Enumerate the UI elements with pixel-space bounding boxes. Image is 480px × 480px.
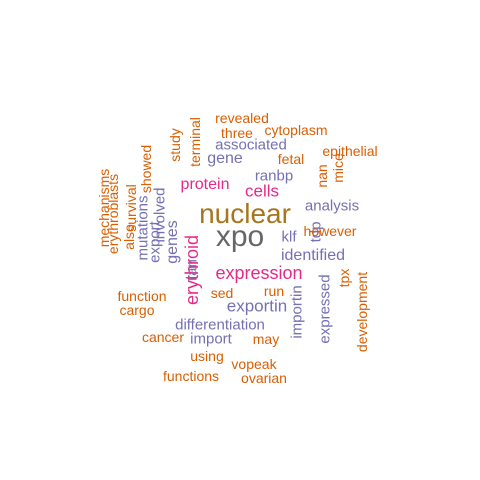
word-functions: functions <box>162 368 220 384</box>
word-cells: cells <box>244 181 280 201</box>
word-gene: gene <box>207 150 243 167</box>
word-mice: mice <box>330 153 346 183</box>
word-may: may <box>252 331 280 347</box>
word-nuclear: nuclear <box>199 198 291 229</box>
word-three: three <box>221 125 253 141</box>
word-xpo: xpo <box>215 220 265 253</box>
word-vopeak: vopeak <box>231 356 277 372</box>
word-however: however <box>303 223 357 239</box>
word-revealed: revealed <box>215 110 269 126</box>
word-expression: expression <box>215 263 303 283</box>
word-cargo: cargo <box>119 302 155 318</box>
word-identified: identified <box>280 247 346 264</box>
word-ovarian: ovarian <box>241 370 287 386</box>
word-showed: showed <box>138 144 154 194</box>
word-protein: protein <box>180 176 230 193</box>
word-erythroblasts: erythroblasts <box>105 173 121 255</box>
word-cytoplasm: cytoplasm <box>264 122 328 138</box>
word-exportin: exportin <box>226 296 288 316</box>
word-export: export <box>146 221 164 263</box>
word-klf: klf <box>281 228 297 246</box>
word-sed: sed <box>210 285 234 301</box>
word-tpx: tpx <box>336 268 352 288</box>
word-survival: survival <box>123 184 139 232</box>
word-using: using <box>190 348 224 364</box>
word-ran: ran <box>183 259 201 281</box>
word-terminal: terminal <box>187 117 203 167</box>
word-cancer: cancer <box>141 329 185 345</box>
word-import: import <box>190 330 232 348</box>
word-associated: associated <box>215 136 287 154</box>
word-epithelial: epithelial <box>322 143 378 159</box>
word-expressed: expressed <box>316 274 334 344</box>
word-study: study <box>167 128 183 162</box>
word-run: run <box>263 283 285 299</box>
word-fetal: fetal <box>277 151 305 167</box>
word-function: function <box>117 288 167 304</box>
word-differentiation: differentiation <box>175 316 265 334</box>
word-analysis: analysis <box>304 197 360 215</box>
word-importin: importin <box>288 285 306 339</box>
word-ranbp: ranbp <box>254 167 294 185</box>
word-nan: nan <box>314 164 330 188</box>
word-development: development <box>354 271 370 353</box>
